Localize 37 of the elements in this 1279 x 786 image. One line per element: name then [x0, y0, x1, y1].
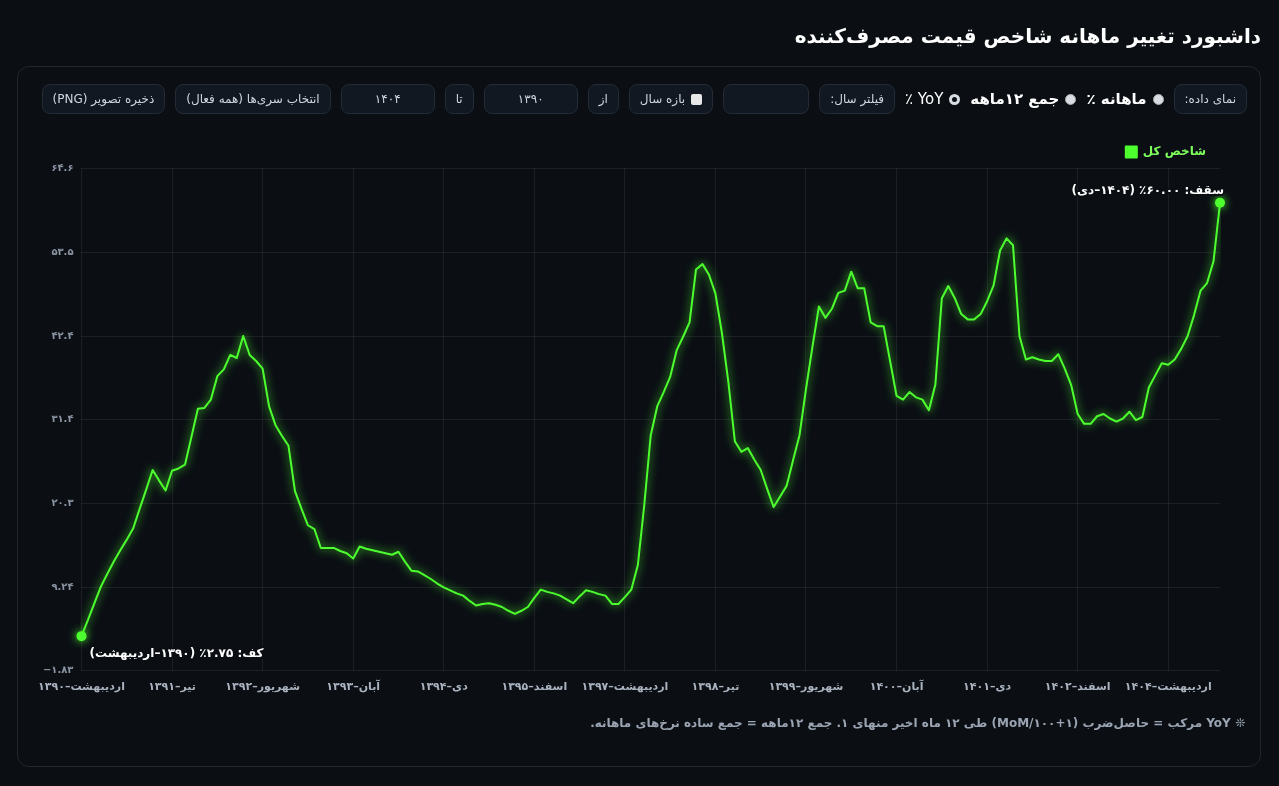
x-tick-label: ۱۳۹۳–آبان: [326, 679, 381, 694]
to-field: ۱۴۰۴: [340, 84, 435, 114]
from-field: ۱۳۹۰: [483, 84, 578, 114]
from-label: از: [587, 84, 619, 114]
x-tick-label: ۱۳۹۵–اسفند: [501, 680, 568, 694]
x-tick-label: ۱۳۹۹–شهریور: [768, 680, 844, 694]
y-tick-label: ۶۴.۶: [51, 161, 74, 173]
x-tick-label: ۱۴۰۱–دی: [963, 680, 1012, 694]
y-tick-label: ۳۱.۴: [51, 412, 74, 424]
text: ماهانه ٪: [1086, 90, 1147, 108]
x-tick-label: ۱۴۰۰–آبان: [869, 679, 924, 694]
x-tick-label: ۱۴۰۲–اسفند: [1044, 680, 1111, 694]
annotation: کف: ۲.۷۵٪ (۱۳۹۰–اردیبهشت): [89, 646, 264, 661]
x-tick-label: ۱۳۹۲–شهریور: [225, 680, 300, 694]
save-button: ذخیره تصویر (PNG): [41, 84, 166, 114]
annotation: سقف: ۶۰.۰۰٪ (۱۴۰۴–دی): [1071, 182, 1224, 197]
y-tick-label: −۱.۸۳: [42, 664, 74, 676]
legend-label: شاخص کل: [1142, 144, 1207, 159]
text: جمع ۱۲ماهه: [970, 90, 1060, 108]
y-tick-label: ۲۰.۳: [51, 496, 74, 508]
text: ❊ YoY مرکب = حاصل‌ضرب (۱+MoM/۱۰۰) طی ۱۲ ماه اخیر منهای ۱. جمع ۱۲ماهه = جمع ساده نرخ‌های ماهانه.: [590, 716, 1245, 730]
y-tick-label: ۹.۲۴: [51, 580, 74, 592]
x-tick-label: ۱۳۹۸–تیر: [691, 680, 740, 694]
year-filter-label: فیلتر سال:: [819, 84, 895, 114]
view-label: نمای داده:: [1173, 84, 1247, 114]
y-tick-label: ۴۲.۴: [51, 329, 74, 341]
x-tick-label: ۱۳۹۰–اردیبهشت: [38, 680, 125, 694]
range-toggle: بازه سال: [628, 84, 714, 114]
series-button: انتخاب سری‌ها (همه فعال): [175, 84, 331, 114]
chart-title: داشبورد تغییر ماهانه شاخص قیمت مصرف‌کننده: [794, 24, 1261, 48]
text: YoY ٪: [905, 90, 944, 108]
x-tick-label: ۱۳۹۱–تیر: [148, 680, 196, 694]
x-tick-label: ۱۳۹۴–دی: [419, 680, 469, 694]
x-tick-label: ۱۳۹۷–اردیبهشت: [581, 680, 669, 694]
to-label: تا: [444, 84, 474, 114]
y-tick-label: ۵۳.۵: [51, 245, 74, 257]
x-tick-label: ۱۴۰۴–اردیبهشت: [1124, 680, 1212, 694]
